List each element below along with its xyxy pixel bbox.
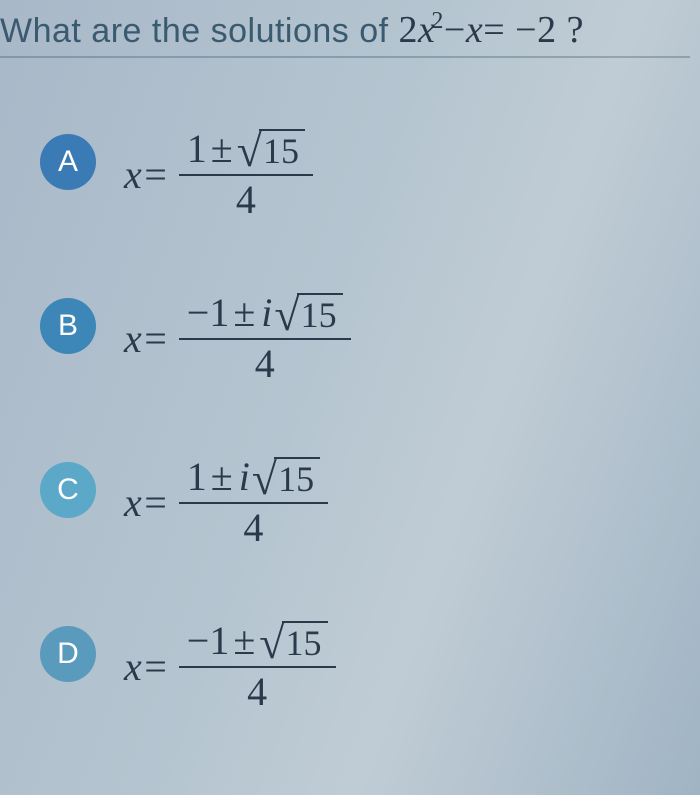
option-a[interactable]: A x= 1 ± √15 4 [40, 128, 690, 220]
option-c-badge: C [40, 462, 96, 518]
question-prefix: What are the solutions of [0, 12, 399, 50]
option-c[interactable]: C x= 1 ± i √15 4 [40, 456, 690, 548]
option-d-formula: x= −1 ± √15 4 [124, 620, 336, 712]
question-text: What are the solutions of 2x2−x= −2 ? [0, 8, 690, 58]
option-a-badge: A [40, 134, 96, 190]
question-equation: 2x2−x= −2 ? [399, 9, 584, 51]
option-d-badge: D [40, 626, 96, 682]
option-b-formula: x= −1 ± i √15 4 [124, 292, 351, 384]
option-a-formula: x= 1 ± √15 4 [124, 128, 313, 220]
options-list: A x= 1 ± √15 4 B x= [0, 128, 690, 712]
option-b-badge: B [40, 298, 96, 354]
option-c-formula: x= 1 ± i √15 4 [124, 456, 328, 548]
option-b[interactable]: B x= −1 ± i √15 4 [40, 292, 690, 384]
option-d[interactable]: D x= −1 ± √15 4 [40, 620, 690, 712]
